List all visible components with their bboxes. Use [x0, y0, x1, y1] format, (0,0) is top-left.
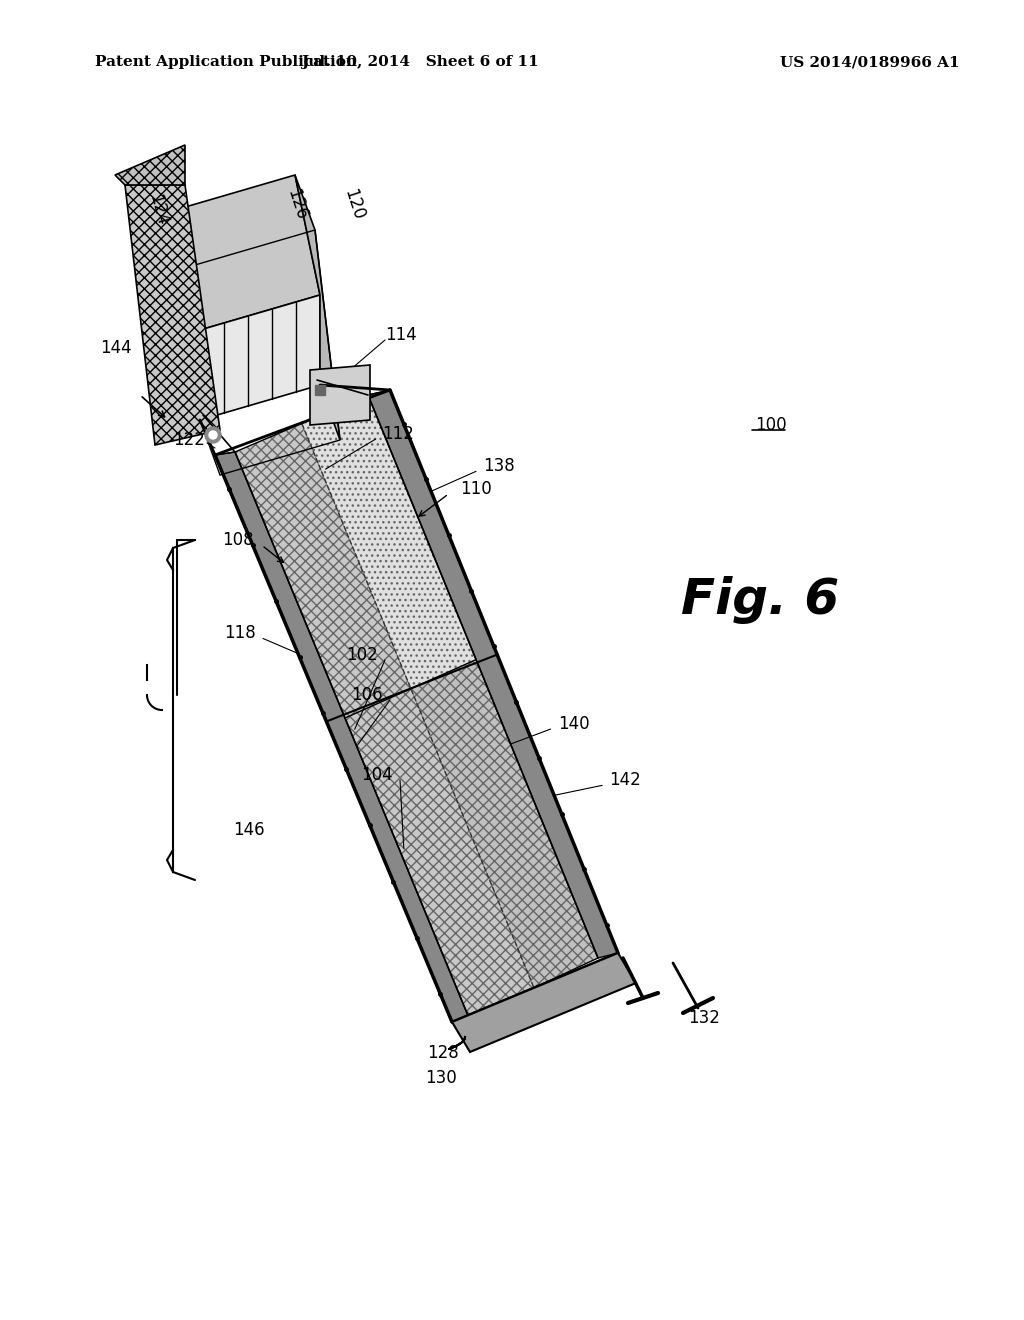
- Text: 128: 128: [427, 1044, 459, 1063]
- Circle shape: [205, 426, 221, 444]
- Polygon shape: [302, 395, 476, 689]
- Text: 122: 122: [173, 432, 205, 449]
- Polygon shape: [310, 366, 370, 425]
- Polygon shape: [200, 294, 319, 420]
- Text: 100: 100: [755, 416, 786, 434]
- Text: 104: 104: [361, 766, 393, 784]
- Text: 106: 106: [351, 686, 383, 704]
- Polygon shape: [125, 185, 220, 445]
- Text: 124: 124: [145, 193, 171, 227]
- Text: Patent Application Publication: Patent Application Publication: [95, 55, 357, 69]
- Text: 146: 146: [233, 821, 265, 840]
- Text: 140: 140: [559, 715, 590, 733]
- Text: 112: 112: [383, 425, 415, 444]
- Circle shape: [209, 432, 217, 440]
- Polygon shape: [215, 451, 469, 1022]
- Text: 114: 114: [385, 326, 417, 345]
- Polygon shape: [368, 389, 618, 958]
- Text: 138: 138: [483, 457, 515, 475]
- Text: 118: 118: [224, 624, 256, 643]
- Text: US 2014/0189966 A1: US 2014/0189966 A1: [780, 55, 959, 69]
- Text: 142: 142: [609, 771, 641, 789]
- Text: 108: 108: [222, 531, 254, 549]
- Polygon shape: [115, 145, 185, 185]
- Polygon shape: [175, 176, 319, 330]
- Polygon shape: [295, 176, 340, 440]
- Text: 126: 126: [283, 187, 310, 223]
- Text: Fig. 6: Fig. 6: [681, 576, 839, 624]
- Text: 132: 132: [688, 1008, 720, 1027]
- Text: 144: 144: [100, 339, 132, 356]
- Text: Jul. 10, 2014   Sheet 6 of 11: Jul. 10, 2014 Sheet 6 of 11: [301, 55, 539, 69]
- Polygon shape: [234, 424, 411, 718]
- Text: 110: 110: [461, 480, 493, 498]
- Text: 130: 130: [425, 1069, 457, 1086]
- Polygon shape: [411, 660, 598, 987]
- Text: 120: 120: [340, 187, 367, 223]
- Polygon shape: [345, 689, 534, 1018]
- Text: 102: 102: [346, 645, 378, 664]
- Polygon shape: [452, 953, 636, 1052]
